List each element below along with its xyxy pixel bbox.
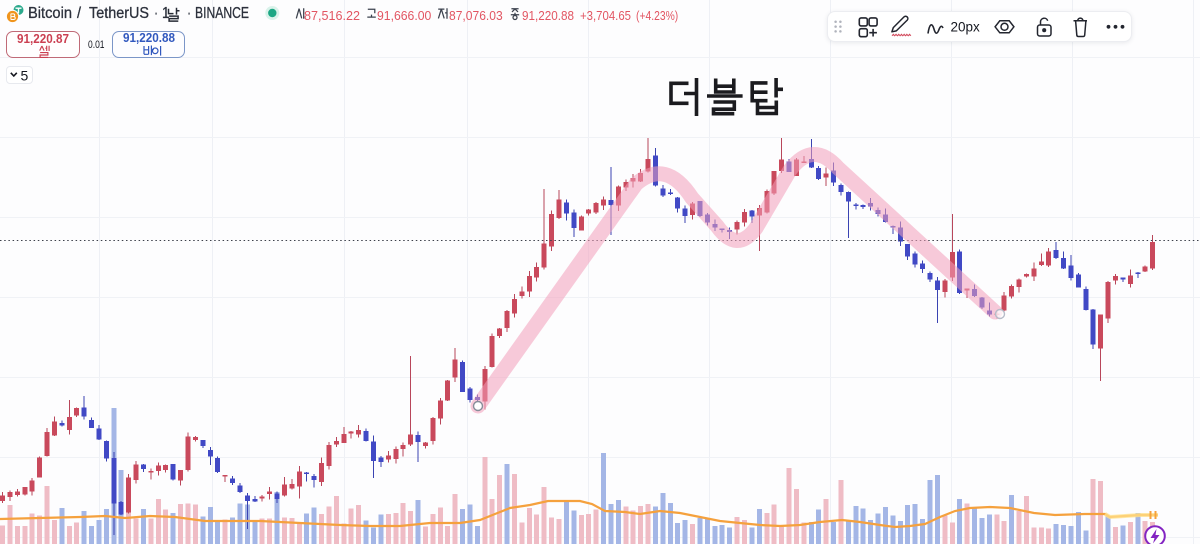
svg-text:20px: 20px <box>950 19 980 34</box>
svg-text:5: 5 <box>20 68 28 84</box>
